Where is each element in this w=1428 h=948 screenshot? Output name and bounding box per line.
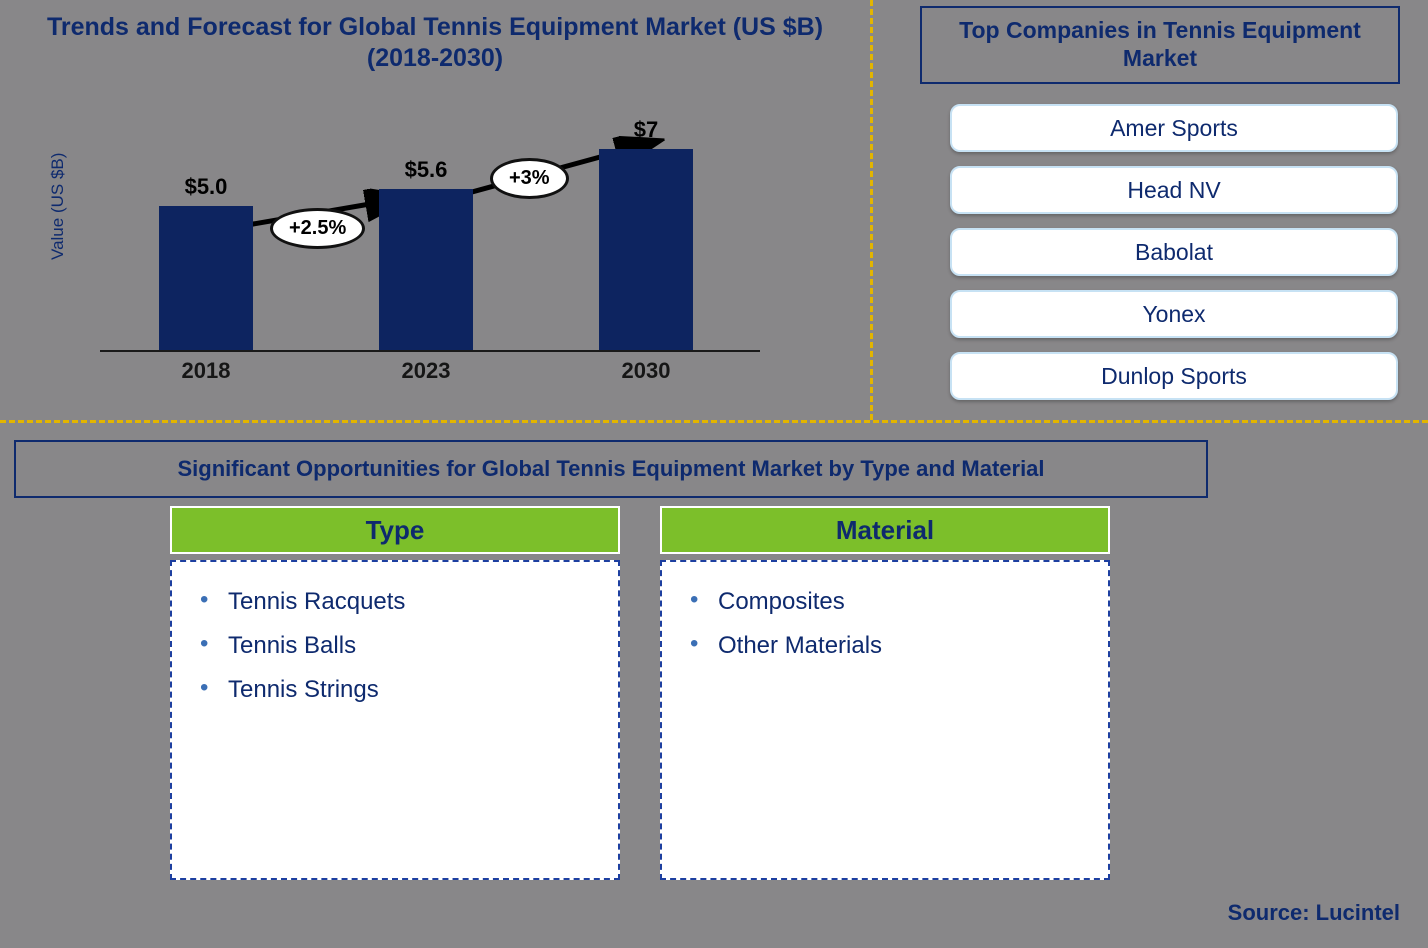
opportunities-banner: Significant Opportunities for Global Ten… — [14, 440, 1208, 498]
x-tick-2030: 2030 — [586, 358, 706, 384]
company-babolat: Babolat — [950, 228, 1398, 276]
bar-label-2023: $5.6 — [366, 157, 486, 183]
category-type-body: Tennis RacquetsTennis BallsTennis String… — [170, 560, 620, 880]
bar-label-2018: $5.0 — [146, 174, 266, 200]
growth-label-2: +3% — [490, 158, 569, 199]
x-tick-2018: 2018 — [146, 358, 266, 384]
category-material-header: Material — [660, 506, 1110, 554]
vertical-separator — [870, 0, 873, 420]
company-amer-sports: Amer Sports — [950, 104, 1398, 152]
x-tick-2023: 2023 — [366, 358, 486, 384]
company-yonex: Yonex — [950, 290, 1398, 338]
category-material-body: CompositesOther Materials — [660, 560, 1110, 880]
company-dunlop-sports: Dunlop Sports — [950, 352, 1398, 400]
horizontal-separator — [0, 420, 1428, 423]
type-item: Tennis Racquets — [182, 580, 604, 624]
type-item: Tennis Balls — [182, 624, 604, 668]
material-item: Other Materials — [672, 624, 1094, 668]
category-type: Type Tennis RacquetsTennis BallsTennis S… — [170, 506, 620, 880]
bar-chart: $5.02018$5.62023$72030 +2.5% +3% — [100, 120, 760, 380]
type-item: Tennis Strings — [182, 668, 604, 712]
growth-label-1: +2.5% — [270, 208, 365, 249]
bar-2018 — [159, 206, 253, 350]
company-head-nv: Head NV — [950, 166, 1398, 214]
bar-label-2030: $7 — [586, 117, 706, 143]
material-item: Composites — [672, 580, 1094, 624]
y-axis-label: Value (US $B) — [48, 153, 68, 260]
bar-2023 — [379, 189, 473, 350]
chart-title: Trends and Forecast for Global Tennis Eq… — [40, 12, 830, 75]
category-material: Material CompositesOther Materials — [660, 506, 1110, 880]
source-attribution: Source: Lucintel — [1228, 900, 1400, 926]
bar-2030 — [599, 149, 693, 350]
category-type-header: Type — [170, 506, 620, 554]
companies-header: Top Companies in Tennis Equipment Market — [920, 6, 1400, 84]
